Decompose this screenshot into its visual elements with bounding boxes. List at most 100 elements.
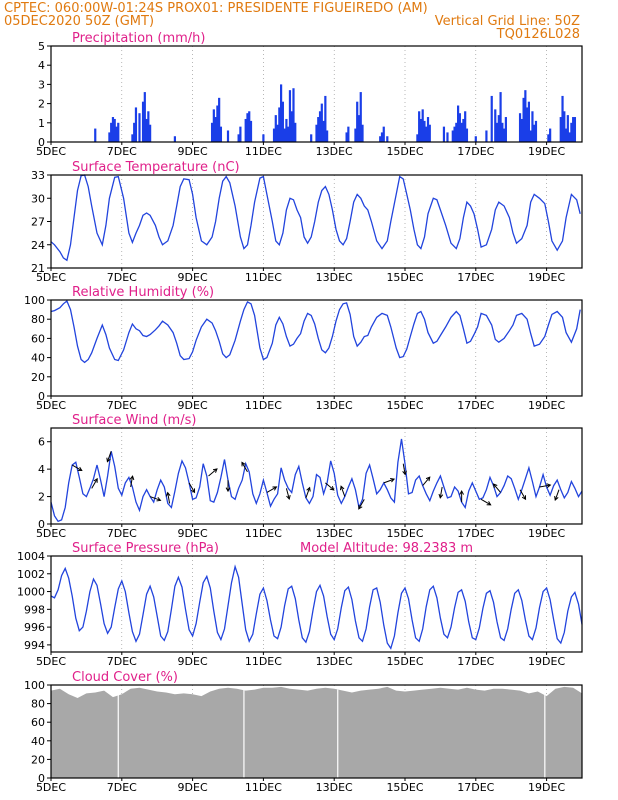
bar [324, 95, 327, 142]
wind-arrow [493, 483, 501, 493]
y-tick-label: 24 [31, 239, 45, 252]
bar [131, 134, 134, 142]
wind-arrow-head [241, 461, 246, 467]
x-tick-label: 7DEC [107, 655, 137, 668]
wind-arrow [266, 486, 277, 493]
x-tick-label: 9DEC [178, 399, 208, 412]
cloud-area [51, 686, 582, 778]
bar [138, 113, 141, 142]
bar [485, 130, 488, 142]
bar [214, 117, 217, 142]
bar [143, 92, 146, 142]
bar [310, 134, 313, 142]
bar [534, 120, 538, 142]
y-tick-label: 996 [24, 621, 45, 634]
bar [288, 90, 292, 142]
bar [115, 126, 118, 142]
bar [446, 132, 449, 142]
y-tick-label: 2 [38, 491, 45, 504]
bar [386, 136, 389, 142]
header-grid-note: Vertical Grid Line: 50Z [435, 14, 580, 29]
bar [237, 134, 240, 142]
bar [457, 105, 460, 142]
x-tick-label: 19DEC [528, 527, 565, 540]
bar [518, 113, 522, 142]
wind-arrow [402, 463, 406, 475]
bar [278, 107, 281, 142]
wind-arrow [285, 488, 290, 500]
bar [464, 111, 467, 142]
bar [248, 111, 251, 142]
bar [244, 118, 247, 142]
bar [108, 132, 111, 142]
wind-arrow-head [225, 487, 231, 493]
bar [442, 126, 446, 142]
bar [416, 134, 419, 142]
wind-arrow-head [306, 486, 311, 492]
wind-arrow-head [459, 490, 464, 495]
bar [345, 132, 348, 142]
bar [117, 122, 120, 142]
x-tick-label: 13DEC [316, 399, 353, 412]
bar [428, 124, 431, 142]
x-tick-label: 19DEC [528, 655, 565, 668]
wind-arrow [439, 486, 443, 498]
x-tick-label: 7DEC [107, 527, 137, 540]
bar [320, 103, 323, 142]
wind-arrow [130, 476, 134, 488]
bar [497, 115, 500, 142]
panel-precip: Precipitation (mm/h) 0 1 2 3 4 5 5DEC 7DEC 9DEC 11… [36, 31, 583, 158]
wind-arrow-head [286, 494, 291, 500]
panel-title: Cloud Cover (%) [72, 670, 178, 685]
bar [219, 126, 223, 142]
bar [564, 128, 568, 142]
wind-arrow [149, 496, 161, 501]
x-tick-label: 19DEC [528, 399, 565, 412]
bar [315, 124, 318, 142]
y-tick-label: 0 [38, 136, 45, 149]
bar [568, 132, 571, 142]
wind-arrow-head [546, 483, 552, 488]
bar [285, 118, 288, 142]
wind-arrow [305, 487, 311, 499]
bar [281, 101, 284, 142]
y-tick-label: 20 [31, 753, 45, 766]
panel-frame [50, 174, 583, 269]
y-tick-label: 0 [38, 772, 45, 785]
wind-arrow [71, 464, 83, 471]
wind-arrow-head [212, 468, 218, 473]
x-tick-label: 17DEC [457, 271, 494, 284]
bar [113, 118, 116, 142]
bar [249, 120, 253, 142]
wind-arrow-head [438, 493, 444, 499]
panel-frame [50, 427, 583, 525]
bar [226, 130, 230, 142]
bar [526, 107, 529, 142]
wind-arrow [241, 462, 248, 473]
x-tick-label: 7DEC [107, 271, 137, 284]
bar [462, 118, 465, 142]
bar [149, 124, 152, 142]
x-tick-label: 13DEC [316, 655, 353, 668]
wind-arrow-head [390, 477, 396, 483]
x-tick-label: 17DEC [457, 527, 494, 540]
x-tick-label: 15DEC [386, 655, 423, 668]
x-tick-label: 5DEC [36, 781, 66, 794]
x-tick-label: 9DEC [178, 781, 208, 794]
bar [318, 111, 322, 142]
x-tick-label: 17DEC [457, 655, 494, 668]
wind-arrow-head [190, 488, 196, 494]
bar [359, 92, 362, 142]
bar [317, 117, 320, 142]
x-tick-label: 11DEC [245, 271, 282, 284]
wind-arrow [188, 482, 195, 493]
wind-arrow [539, 484, 551, 488]
bar [382, 126, 385, 142]
header-run-date: 05DEC2020 50Z (GMT) [4, 14, 154, 29]
x-tick-label: 17DEC [457, 781, 494, 794]
bar [495, 122, 499, 142]
bar [141, 101, 145, 142]
bar [547, 134, 550, 142]
wind-arrow [554, 489, 560, 501]
panel-annotation: Model Altitude: 98.2383 m [300, 541, 473, 556]
